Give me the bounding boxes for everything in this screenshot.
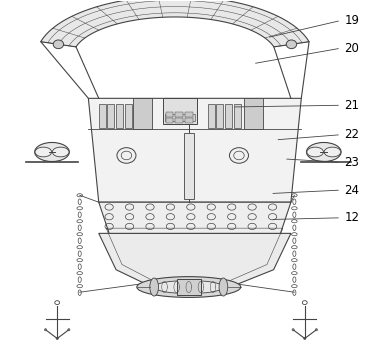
- Bar: [185, 112, 192, 117]
- Polygon shape: [41, 0, 309, 47]
- Bar: [244, 98, 263, 129]
- Ellipse shape: [52, 147, 69, 157]
- Ellipse shape: [150, 278, 158, 296]
- Ellipse shape: [219, 278, 228, 296]
- Text: 24: 24: [344, 184, 360, 196]
- Polygon shape: [99, 233, 291, 290]
- Bar: [175, 118, 183, 123]
- Ellipse shape: [35, 147, 52, 157]
- Bar: [116, 104, 123, 128]
- Ellipse shape: [234, 151, 244, 160]
- Bar: [166, 112, 173, 117]
- Bar: [165, 114, 195, 121]
- Ellipse shape: [306, 142, 341, 162]
- Ellipse shape: [53, 40, 64, 49]
- Text: 22: 22: [344, 128, 360, 141]
- Polygon shape: [99, 202, 291, 233]
- Polygon shape: [88, 98, 301, 202]
- Bar: [208, 104, 215, 128]
- Bar: [185, 118, 192, 123]
- Bar: [177, 279, 201, 295]
- Ellipse shape: [286, 40, 297, 49]
- Bar: [133, 98, 152, 129]
- Bar: [234, 104, 241, 128]
- Bar: [175, 112, 183, 117]
- Ellipse shape: [307, 147, 323, 157]
- Bar: [99, 104, 106, 128]
- Bar: [225, 104, 232, 128]
- Ellipse shape: [121, 151, 132, 160]
- Ellipse shape: [117, 148, 136, 163]
- Bar: [166, 118, 173, 123]
- Bar: [125, 104, 132, 128]
- Text: 12: 12: [344, 211, 360, 224]
- Bar: [107, 104, 114, 128]
- Text: 21: 21: [344, 99, 360, 112]
- Bar: [216, 104, 223, 128]
- Ellipse shape: [137, 277, 241, 297]
- Text: 20: 20: [344, 42, 359, 55]
- Ellipse shape: [229, 148, 248, 163]
- Ellipse shape: [324, 147, 341, 157]
- Bar: [184, 133, 194, 199]
- Ellipse shape: [154, 281, 223, 294]
- Text: 23: 23: [344, 156, 359, 169]
- Text: 19: 19: [344, 14, 360, 27]
- Ellipse shape: [35, 142, 69, 162]
- Bar: [163, 98, 197, 124]
